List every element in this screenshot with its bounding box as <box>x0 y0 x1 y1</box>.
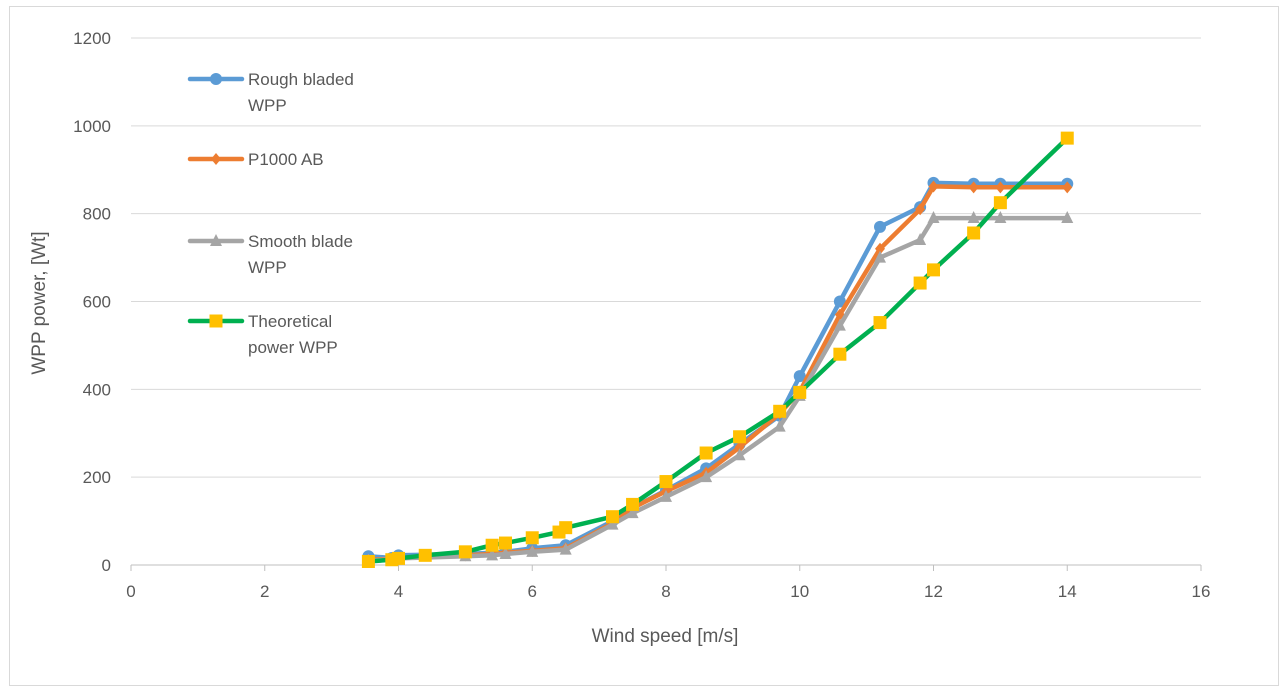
data-point <box>606 517 619 530</box>
y-tick-label: 600 <box>83 293 111 312</box>
series-line <box>366 215 1070 563</box>
legend-label: WPP <box>248 258 287 277</box>
y-tick-label: 200 <box>83 468 111 487</box>
legend-entry: Smooth blade WPP <box>187 232 353 277</box>
legend-label: WPP <box>248 96 287 115</box>
data-point <box>793 385 807 399</box>
series-lines <box>361 131 1074 568</box>
data-point <box>458 545 472 559</box>
data-point <box>700 470 713 483</box>
data-point <box>914 233 927 246</box>
data-point <box>968 181 979 194</box>
series-4 <box>361 131 1074 568</box>
y-tick-label: 1200 <box>73 29 111 48</box>
axes: 0 200 400 600 800 1000 1200 0 2 4 6 8 10 12 14 16 <box>73 29 1210 601</box>
data-point <box>913 276 927 290</box>
legend-swatch-marker <box>209 314 223 328</box>
data-point <box>773 419 786 432</box>
x-tick-label: 16 <box>1192 582 1211 601</box>
data-point <box>526 544 539 557</box>
data-point <box>525 531 539 545</box>
gridlines <box>131 37 1201 478</box>
data-point <box>734 441 745 454</box>
data-point <box>874 220 886 233</box>
legend-label: Theoretical <box>248 312 332 331</box>
x-tick-label: 4 <box>394 582 403 601</box>
data-point <box>361 554 375 568</box>
data-point <box>833 295 846 308</box>
data-point <box>499 547 512 560</box>
x-tick-label: 0 <box>126 582 135 601</box>
data-point <box>927 263 940 277</box>
x-tick-label: 12 <box>924 582 943 601</box>
data-point <box>626 497 640 511</box>
data-point <box>1060 131 1074 145</box>
y-tick-label: 0 <box>102 556 111 575</box>
data-point <box>659 475 673 489</box>
data-point <box>1061 211 1074 224</box>
data-point <box>559 542 572 555</box>
series-1 <box>362 176 1074 564</box>
data-point <box>418 548 432 562</box>
chart-area <box>9 6 1279 686</box>
data-point <box>606 510 619 524</box>
legend-entry: P1000 AB <box>187 150 324 169</box>
legend-label: power WPP <box>248 338 338 357</box>
series-3 <box>362 211 1074 566</box>
data-point <box>733 448 746 461</box>
data-point <box>733 430 747 444</box>
data-point <box>486 548 499 561</box>
legend-swatch-marker <box>211 153 221 165</box>
legend-entry: Rough bladed WPP <box>187 70 354 115</box>
data-point <box>626 506 639 519</box>
data-point <box>874 250 886 263</box>
legend-label: P1000 AB <box>248 150 324 169</box>
legend: Rough bladed WPP P1000 AB Smooth blade WPP Th… <box>187 70 354 357</box>
x-tick-label: 6 <box>528 582 537 601</box>
data-point <box>873 316 887 330</box>
data-point <box>392 551 405 565</box>
x-axis-title: Wind speed [m/s] <box>592 626 739 647</box>
data-point <box>485 538 499 552</box>
data-point <box>995 181 1006 194</box>
data-point <box>660 489 672 502</box>
data-point <box>915 203 926 216</box>
x-tick-label: 10 <box>790 582 809 601</box>
data-point <box>833 347 847 361</box>
series-line <box>366 135 1070 564</box>
data-point <box>499 536 512 550</box>
data-point <box>559 521 573 535</box>
legend-swatch-marker <box>210 73 222 85</box>
data-point <box>833 318 846 331</box>
y-tick-label: 1000 <box>73 117 111 136</box>
data-point <box>928 180 939 193</box>
y-axis-title: WPP power, [Wt] <box>29 231 50 374</box>
series-line <box>366 180 1070 561</box>
data-point <box>967 211 980 224</box>
data-point <box>994 211 1007 224</box>
data-point <box>773 404 787 418</box>
data-point <box>793 370 806 383</box>
x-tick-label: 2 <box>260 582 269 601</box>
x-tick-label: 14 <box>1058 582 1077 601</box>
legend-entry: Theoretical power WPP <box>187 312 338 357</box>
data-point <box>699 446 713 460</box>
legend-label: Rough bladed <box>248 70 354 89</box>
data-point <box>967 226 981 240</box>
data-point <box>875 242 885 255</box>
data-point <box>993 196 1007 210</box>
y-tick-label: 800 <box>83 205 111 224</box>
data-point <box>927 211 940 224</box>
data-point <box>1062 181 1073 194</box>
x-tick-label: 8 <box>661 582 670 601</box>
legend-label: Smooth blade <box>248 232 353 251</box>
legend-swatch-marker <box>210 234 222 246</box>
y-tick-label: 400 <box>83 380 111 399</box>
